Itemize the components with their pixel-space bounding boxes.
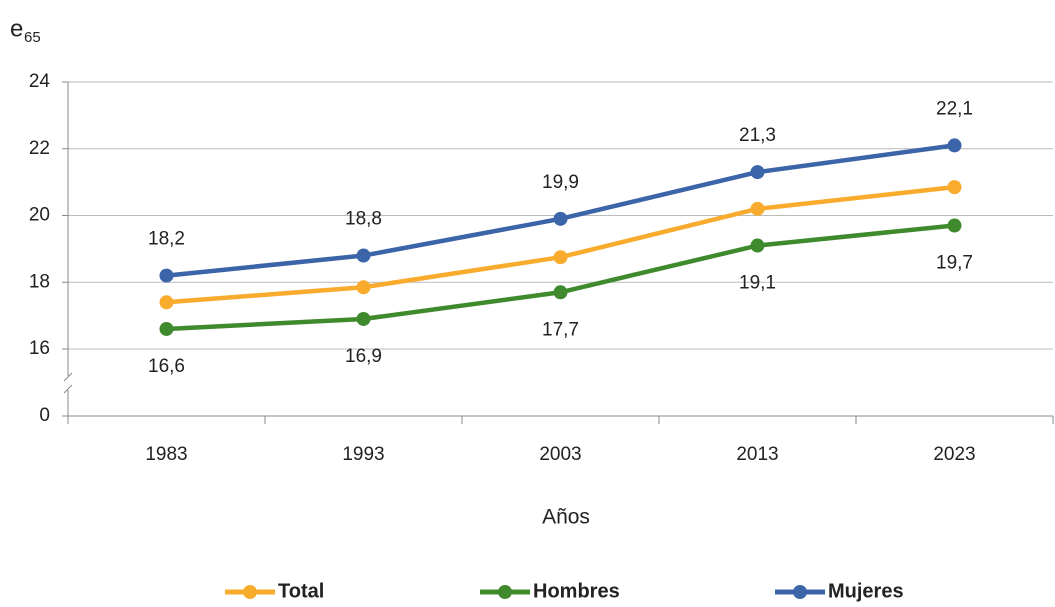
data-point [553,285,568,300]
data-label: 16,6 [148,356,185,377]
data-point [947,138,962,153]
y-tick-label: 22 [29,138,50,159]
legend-marker [498,585,512,599]
data-label: 21,3 [739,125,776,146]
y-tick-label: 18 [29,271,50,292]
data-label: 19,9 [542,172,579,193]
legend-label: Total [278,580,324,602]
y-tick-label: 0 [39,405,50,426]
x-tick-label: 2003 [539,444,581,465]
data-point [356,248,371,263]
x-tick-label: 2023 [933,444,975,465]
data-point [553,211,568,226]
data-point [947,218,962,233]
axis-break [63,372,73,394]
legend-marker [243,585,257,599]
legend-label: Mujeres [828,580,904,602]
data-label: 18,8 [345,209,382,230]
data-point [750,165,765,180]
data-label: 17,7 [542,319,579,340]
y-tick-label: 16 [29,338,50,359]
data-point [947,180,962,195]
data-label: 16,9 [345,346,382,367]
data-point [750,238,765,253]
legend: Total Hombres Mujeres [225,580,904,602]
data-point [750,201,765,216]
y-axis-label: e [10,15,23,42]
data-label: 19,1 [739,273,776,294]
x-tick-label: 1983 [145,444,187,465]
y-tick-label: 20 [29,205,50,226]
y-axis-label-subscript: 65 [24,29,41,46]
x-axis-label: Años [542,506,590,529]
data-point [159,321,174,336]
data-point [356,280,371,295]
data-point [159,268,174,283]
series-line [166,184,955,305]
series-line [166,223,955,332]
legend-label: Hombres [533,580,620,602]
data-point [356,311,371,326]
x-tick-label: 1993 [342,444,384,465]
data-point [553,250,568,265]
x-tick-label: 2013 [736,444,778,465]
data-point [159,295,174,310]
data-label: 18,2 [148,229,185,250]
y-tick-label: 24 [29,71,51,92]
data-label: 22,1 [936,98,973,119]
data-label: 19,7 [936,253,973,274]
legend-marker [793,585,807,599]
